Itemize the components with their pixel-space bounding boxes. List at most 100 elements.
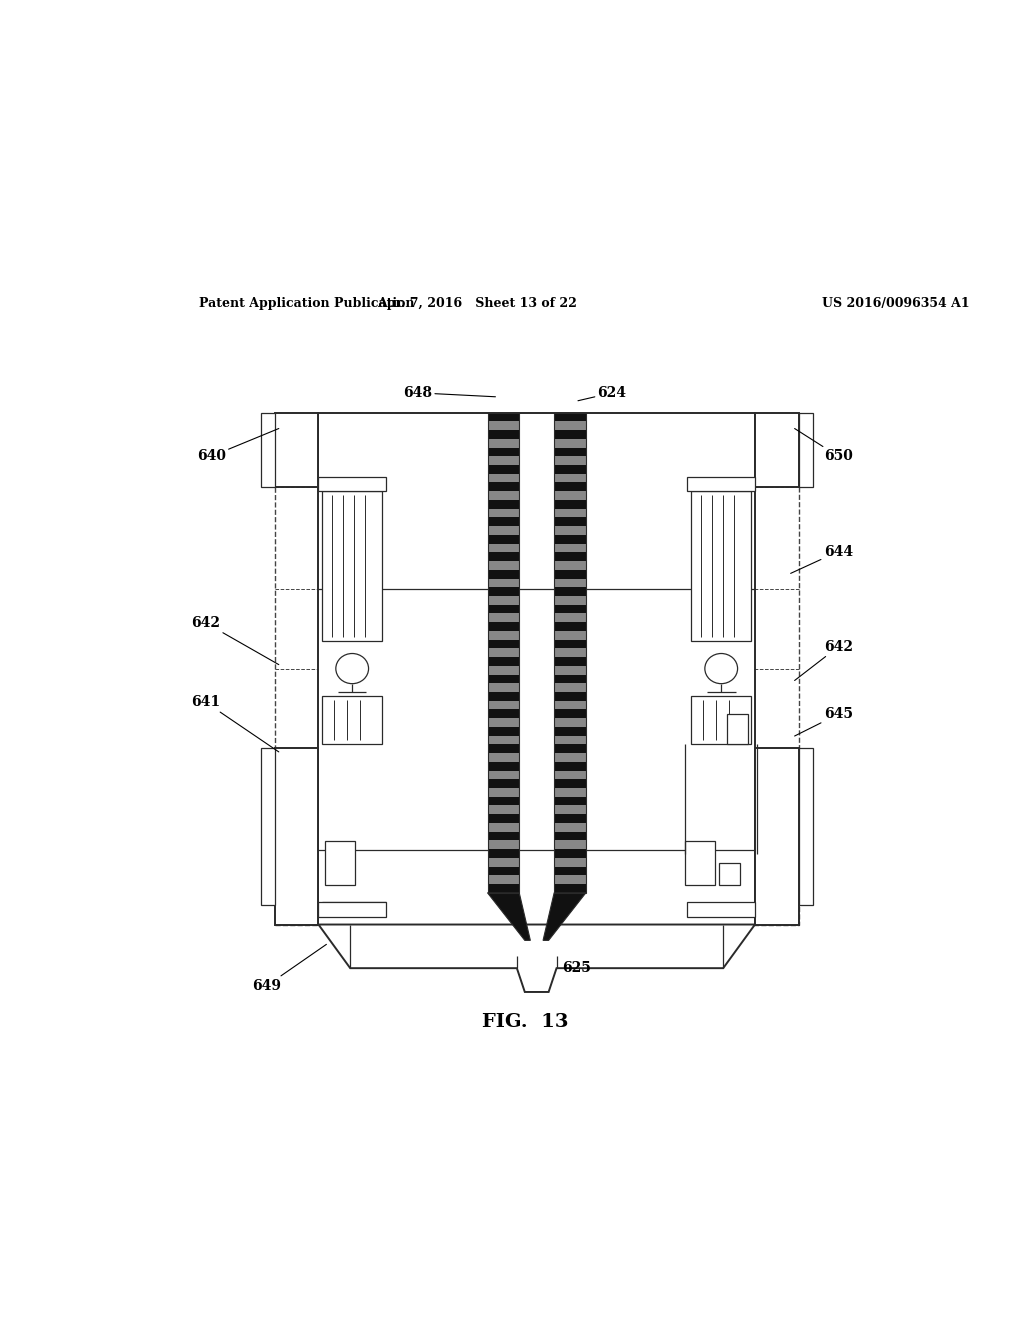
Bar [554, 709, 586, 718]
Bar [487, 527, 519, 535]
Bar [487, 754, 519, 762]
Text: 624: 624 [578, 385, 627, 401]
Text: 625: 625 [562, 961, 591, 975]
Bar [487, 552, 519, 561]
Text: 650: 650 [795, 429, 853, 463]
Text: FIG.  13: FIG. 13 [481, 1014, 568, 1031]
Bar [554, 517, 586, 527]
Polygon shape [487, 892, 530, 940]
Bar [487, 701, 519, 709]
Bar [554, 413, 586, 421]
Bar [691, 491, 751, 640]
Bar [487, 709, 519, 718]
Bar [554, 675, 586, 684]
Bar [554, 744, 586, 754]
Bar [323, 697, 382, 744]
Bar [274, 413, 799, 924]
Bar [554, 692, 586, 701]
Bar [554, 832, 586, 841]
Bar [487, 640, 519, 648]
Bar [487, 727, 519, 735]
Bar [487, 841, 519, 849]
Bar [687, 477, 755, 491]
Text: 642: 642 [795, 640, 853, 681]
Bar [487, 867, 519, 875]
Bar [554, 622, 586, 631]
Bar [554, 814, 586, 822]
Bar [487, 814, 519, 822]
Bar [487, 614, 519, 622]
Bar [554, 779, 586, 788]
Bar [554, 754, 586, 762]
Text: US 2016/0096354 A1: US 2016/0096354 A1 [822, 297, 970, 310]
Bar [799, 748, 813, 904]
Bar [487, 430, 519, 438]
Bar [554, 771, 586, 779]
Bar [325, 841, 354, 884]
Bar [554, 605, 586, 614]
Bar [554, 587, 586, 595]
Bar [487, 438, 519, 447]
Text: 645: 645 [795, 708, 853, 737]
Bar [487, 517, 519, 527]
Bar [487, 413, 519, 421]
Bar [554, 535, 586, 544]
Bar [318, 477, 386, 491]
Bar [554, 474, 586, 483]
Bar [554, 858, 586, 867]
Bar [554, 875, 586, 884]
Bar [719, 862, 739, 884]
Bar [554, 841, 586, 849]
Bar [799, 413, 813, 487]
Bar [487, 605, 519, 614]
Bar [487, 744, 519, 754]
Bar [554, 797, 586, 805]
Bar [487, 622, 519, 631]
Bar [487, 832, 519, 841]
Bar [487, 675, 519, 684]
Bar [487, 779, 519, 788]
Bar [487, 578, 519, 587]
Bar [685, 841, 715, 884]
Bar [487, 587, 519, 595]
Bar [487, 684, 519, 692]
Bar [487, 657, 519, 665]
Bar [487, 849, 519, 858]
Bar [554, 849, 586, 858]
Text: 649: 649 [252, 944, 327, 993]
Bar [554, 665, 586, 675]
Bar [487, 535, 519, 544]
Bar [554, 595, 586, 605]
Bar [554, 578, 586, 587]
Bar [487, 465, 519, 474]
Bar [554, 631, 586, 640]
Bar [691, 697, 751, 744]
Bar [487, 595, 519, 605]
Bar [487, 483, 519, 491]
Bar [487, 447, 519, 457]
Bar [554, 508, 586, 517]
Bar [554, 805, 586, 814]
Bar [554, 735, 586, 744]
Text: 644: 644 [791, 545, 853, 573]
Bar [318, 413, 755, 924]
Bar [487, 457, 519, 465]
Bar [487, 884, 519, 892]
Bar [487, 421, 519, 430]
Bar [755, 748, 799, 924]
Bar [487, 735, 519, 744]
Bar [487, 822, 519, 832]
Bar [554, 500, 586, 508]
Bar [554, 561, 586, 570]
Bar [487, 771, 519, 779]
Polygon shape [543, 892, 586, 940]
Bar [554, 727, 586, 735]
Bar [727, 714, 748, 744]
Bar [554, 438, 586, 447]
Bar [487, 491, 519, 500]
Bar [554, 552, 586, 561]
Bar [487, 665, 519, 675]
Bar [487, 788, 519, 797]
Bar [323, 491, 382, 640]
Bar [554, 822, 586, 832]
